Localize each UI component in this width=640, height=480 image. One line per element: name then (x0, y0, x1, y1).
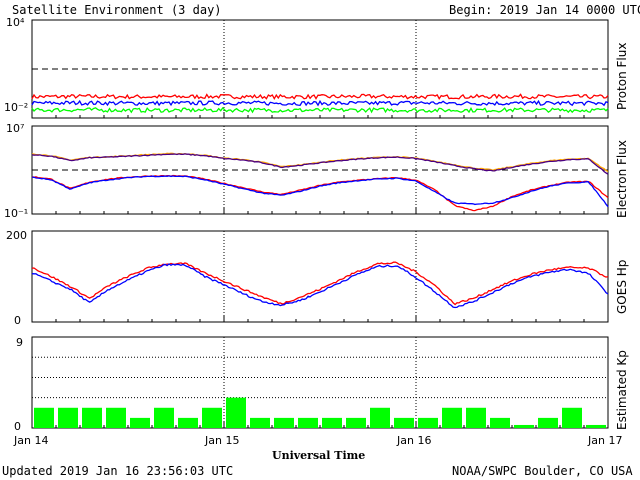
xtick-jan16: Jan 16 (397, 434, 432, 447)
panel1-series-green (31, 107, 609, 114)
kp-bar (370, 407, 390, 428)
panel1-ytick-bottom: 10⁻² (4, 101, 29, 114)
panel4-ylabel: Estimated Kp (615, 350, 629, 430)
kp-bar (82, 407, 102, 428)
begin-time: Begin: 2019 Jan 14 0000 UTC (449, 3, 640, 17)
kp-bar (538, 417, 558, 428)
kp-bar (154, 407, 174, 428)
panel3-ytick-bottom: 0 (14, 314, 21, 327)
kp-bar (250, 417, 270, 428)
panel2-ytick-bottom: 10⁻¹ (4, 207, 29, 220)
kp-bar (34, 407, 54, 428)
kp-bar (490, 417, 510, 428)
panel3-ylabel: GOES Hp (615, 259, 629, 314)
panel4-ytick-bottom: 0 (14, 420, 21, 433)
updated-time: Updated 2019 Jan 16 23:56:03 UTC (2, 464, 234, 478)
panel1-series-red (31, 93, 609, 101)
kp-bar (394, 417, 414, 428)
xtick-jan14: Jan 14 (14, 434, 49, 447)
panel3-series-red (31, 261, 609, 306)
x-axis-label: Universal Time (272, 449, 366, 462)
kp-bar (178, 417, 198, 428)
panel1-ylabel: Proton Flux (615, 42, 629, 110)
panel3-ytick-top: 200 (6, 229, 27, 242)
panel4-ytick-top: 9 (16, 336, 23, 349)
kp-bar (562, 407, 582, 428)
kp-bar (106, 407, 126, 428)
kp-bar (466, 407, 486, 428)
kp-bar (418, 417, 438, 428)
panel1-series-blue (31, 99, 609, 107)
panel1-ytick-top: 10⁴ (6, 16, 25, 29)
kp-bar (514, 424, 534, 428)
panel2-ylabel: Electron Flux (615, 140, 629, 218)
xtick-jan17: Jan 17 (588, 434, 623, 447)
credit: NOAA/SWPC Boulder, CO USA (452, 464, 633, 478)
kp-bar (274, 417, 294, 428)
panel2-series-blue (31, 175, 609, 208)
panel2-frame (31, 125, 609, 215)
kp-bar (298, 417, 318, 428)
panel3-frame (31, 230, 609, 323)
kp-bar (130, 417, 150, 428)
panel2-ytick-top: 10⁷ (6, 122, 25, 135)
kp-bar (58, 407, 78, 428)
kp-bar (322, 417, 342, 428)
kp-bar (442, 407, 462, 428)
xtick-jan15: Jan 15 (205, 434, 240, 447)
kp-bar (202, 407, 222, 428)
panel3-series-blue (31, 263, 609, 309)
panel2-series-purple (31, 153, 609, 175)
chart-title: Satellite Environment (3 day) (12, 3, 222, 17)
panel2-series-red (31, 174, 609, 212)
kp-bar (346, 417, 366, 428)
kp-bar (226, 397, 246, 428)
kp-bar (586, 424, 606, 428)
